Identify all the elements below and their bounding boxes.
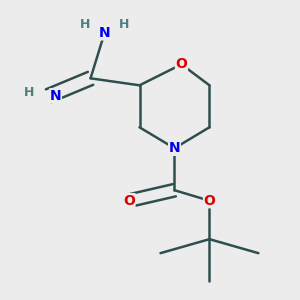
Text: N: N xyxy=(169,141,180,155)
Text: O: O xyxy=(123,194,135,208)
Text: H: H xyxy=(24,86,34,99)
Text: N: N xyxy=(99,26,110,40)
Text: N: N xyxy=(50,89,62,103)
Text: H: H xyxy=(80,18,91,31)
Text: O: O xyxy=(176,57,188,71)
Text: H: H xyxy=(118,18,129,31)
Text: O: O xyxy=(203,194,215,208)
